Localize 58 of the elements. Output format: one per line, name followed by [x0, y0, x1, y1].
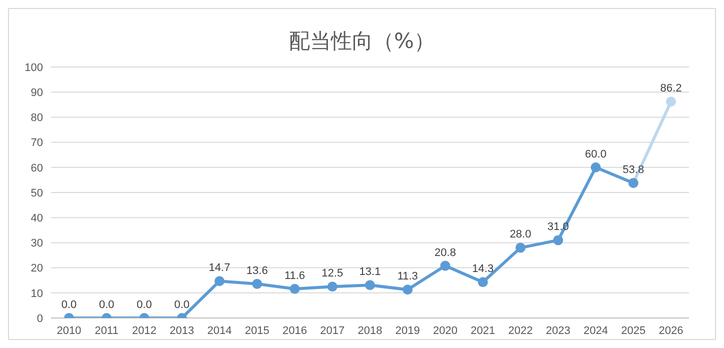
x-tick-label: 2018	[358, 324, 382, 337]
data-label: 11.6	[284, 270, 306, 282]
data-label: 0.0	[136, 299, 152, 311]
point	[214, 276, 224, 286]
x-tick-label: 2016	[282, 324, 307, 337]
data-label: 86.2	[660, 82, 682, 95]
data-label: 53.8	[622, 164, 644, 176]
point	[290, 284, 300, 294]
x-tick-label: 2026	[658, 324, 684, 337]
x-tick-label: 2019	[395, 324, 420, 337]
x-tick-label: 2017	[320, 324, 345, 337]
x-tick-label: 2015	[244, 324, 270, 337]
point	[252, 278, 262, 289]
data-label: 20.8	[434, 246, 456, 259]
chart-title: 配当性向（%）	[288, 28, 436, 55]
data-label: 14.7	[208, 262, 230, 274]
y-tick-label: 80	[30, 112, 43, 124]
point	[590, 162, 601, 172]
point	[440, 260, 450, 271]
y-tick-label: 50	[30, 187, 43, 200]
y-tick-label: 60	[30, 162, 43, 174]
point	[478, 277, 488, 288]
x-tick-label: 2012	[132, 324, 156, 337]
x-tick-label: 2011	[94, 324, 118, 337]
point	[327, 282, 338, 292]
y-tick-label: 20	[30, 262, 43, 275]
point	[402, 284, 413, 295]
y-tick-label: 90	[30, 87, 43, 100]
x-tick-label: 2023	[546, 324, 570, 337]
y-tick-label: 40	[30, 212, 43, 225]
x-tick-label: 2025	[621, 324, 646, 337]
data-label: 0.0	[61, 299, 77, 311]
x-tick-label: 2020	[433, 324, 458, 337]
x-tick-label: 2021	[470, 324, 496, 337]
data-label: 0.0	[174, 299, 190, 311]
data-label: 13.1	[359, 266, 381, 278]
data-label: 12.5	[322, 268, 344, 280]
x-tick-label: 2010	[56, 324, 82, 337]
point	[628, 178, 638, 188]
x-tick-label: 2024	[584, 324, 608, 337]
data-label: 60.0	[585, 148, 606, 160]
y-tick-label: 30	[30, 238, 43, 250]
data-label: 13.6	[246, 264, 268, 277]
y-tick-label: 70	[30, 137, 43, 150]
point	[553, 235, 564, 246]
y-tick-label: 10	[30, 288, 43, 300]
x-tick-label: 2013	[170, 324, 194, 337]
point	[666, 96, 676, 107]
y-tick-label: 0	[36, 312, 43, 325]
x-tick-label: 2022	[508, 324, 533, 337]
x-tick-label: 2014	[207, 324, 232, 337]
data-label: 0.0	[98, 299, 114, 311]
point	[516, 242, 526, 253]
point	[365, 280, 375, 290]
data-label: 28.0	[510, 228, 532, 241]
data-label: 11.3	[397, 270, 418, 283]
y-tick-label: 100	[24, 62, 43, 74]
data-label: 14.3	[472, 263, 494, 276]
